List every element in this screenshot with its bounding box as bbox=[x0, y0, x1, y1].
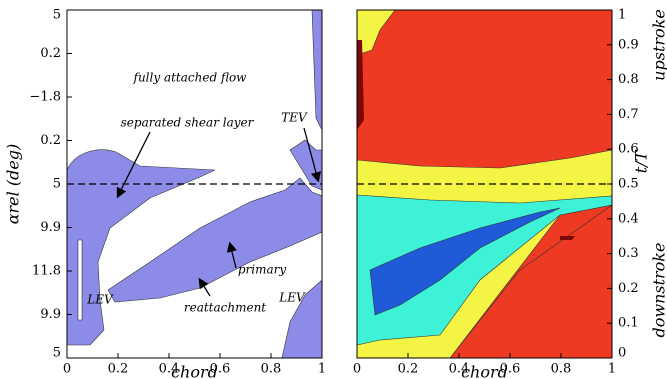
annotation: primary bbox=[238, 263, 287, 277]
y2-tick-label: 0.2 bbox=[618, 281, 639, 296]
y2-tick-label: 0.8 bbox=[618, 72, 639, 87]
annotation: fully attached flow bbox=[133, 71, 248, 85]
x-tick-label: 0.8 bbox=[261, 362, 282, 377]
y2-tick-label: 0.1 bbox=[618, 316, 639, 331]
arrow bbox=[226, 241, 237, 269]
y-tick-label: 5 bbox=[53, 346, 61, 361]
arrow bbox=[116, 131, 151, 199]
y2-tick-label: 0.9 bbox=[618, 37, 639, 52]
x-axis-label: chord bbox=[461, 363, 508, 379]
y2-tick-label: 0.6 bbox=[618, 142, 639, 157]
x-tick-label: 0.4 bbox=[449, 362, 470, 377]
arrow bbox=[303, 127, 321, 183]
annotation: LEV bbox=[278, 291, 306, 305]
y-tick-label: 5 bbox=[53, 177, 61, 192]
annotation: LEV bbox=[86, 293, 114, 307]
right-contours bbox=[356, 9, 613, 359]
y-tick-label: 11.8 bbox=[32, 264, 61, 279]
x-tick-label: 0.2 bbox=[108, 362, 129, 377]
y2-tick-label: 0.7 bbox=[618, 107, 639, 122]
y-tick-label: −1.8 bbox=[29, 90, 61, 105]
x-tick-label: 0.6 bbox=[210, 362, 231, 377]
x-tick-label: 1 bbox=[608, 362, 616, 377]
annotation: TEV bbox=[281, 111, 308, 125]
y-tick-label: 0.2 bbox=[40, 46, 61, 61]
y2-tick-label: 0 bbox=[618, 346, 626, 361]
y2-tick-label: 0.4 bbox=[618, 211, 639, 226]
y-tick-label: 0.2 bbox=[40, 133, 61, 148]
x-axis-label: chord bbox=[171, 363, 218, 379]
y2-tick-label: 1 bbox=[618, 8, 626, 23]
y-tick-label: 9.9 bbox=[40, 220, 61, 235]
x-tick-label: 0.2 bbox=[398, 362, 419, 377]
annotation: separated shear layer bbox=[121, 116, 255, 130]
x-tick-label: 0.4 bbox=[159, 362, 180, 377]
y2-axis-label: t/T bbox=[632, 149, 651, 173]
y2-tick-label: 0.5 bbox=[618, 177, 639, 192]
annotation: reattachment bbox=[184, 301, 266, 315]
annotation: downstroke bbox=[650, 243, 667, 338]
x-tick-label: 1 bbox=[318, 362, 326, 377]
y2-tick-label: 0.3 bbox=[618, 246, 639, 261]
x-tick-label: 0 bbox=[353, 362, 361, 377]
y-tick-label: 9.9 bbox=[40, 307, 61, 322]
x-tick-label: 0.8 bbox=[551, 362, 572, 377]
x-tick-label: 0 bbox=[63, 362, 71, 377]
arrow bbox=[198, 277, 211, 297]
y-tick-label: 5 bbox=[53, 8, 61, 23]
x-tick-label: 0.6 bbox=[500, 362, 521, 377]
y-axis-label: αrel (deg) bbox=[4, 144, 23, 225]
annotation: upstroke bbox=[650, 9, 667, 81]
